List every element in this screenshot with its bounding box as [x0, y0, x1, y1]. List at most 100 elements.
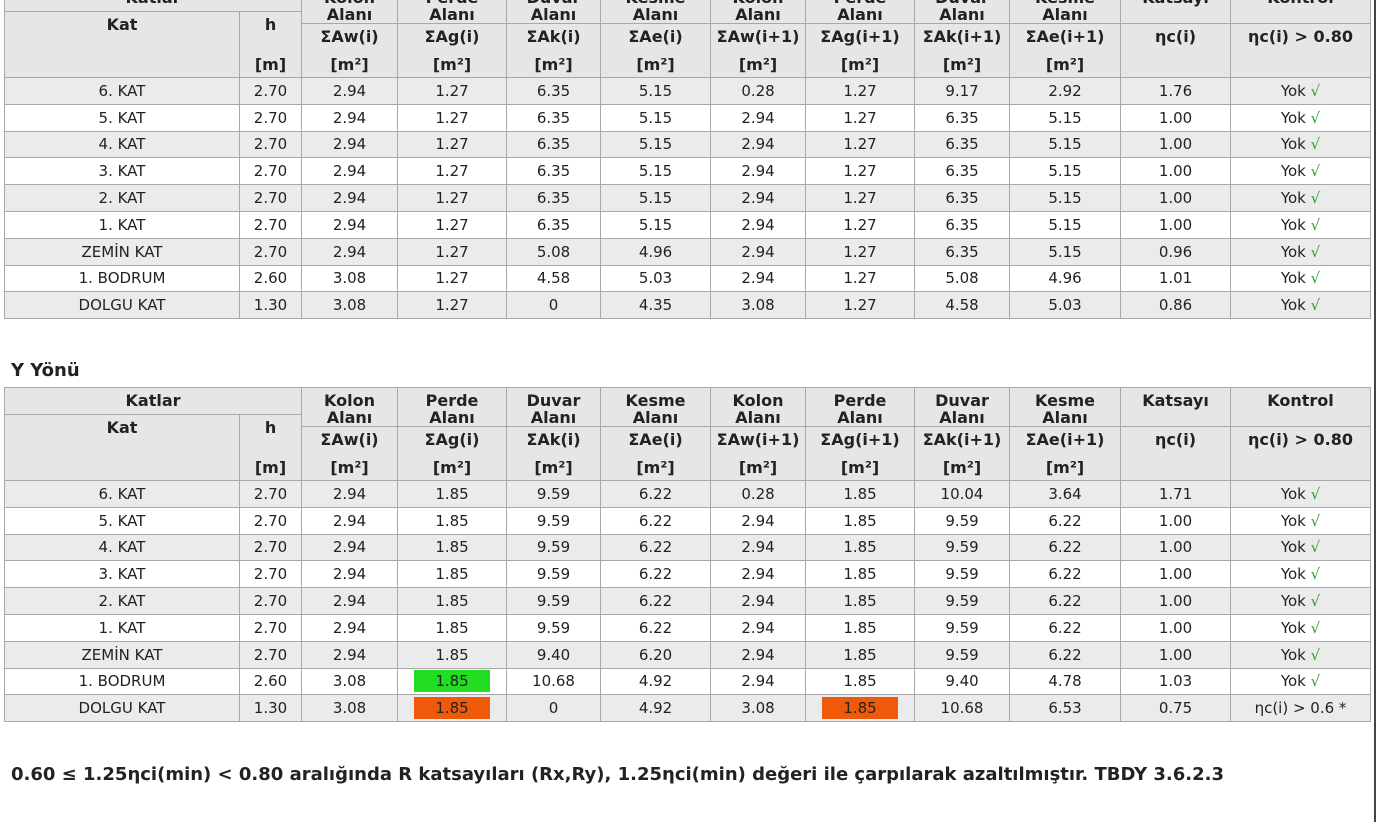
data-row: ZEMİN KAT 2.70 2.94 1.27 5.08 4.96 2.94 1.27 6.3…	[4, 237, 1372, 266]
cell: 2.94	[301, 157, 399, 186]
column-unit: [m²]	[301, 453, 399, 481]
cell: 2.94	[301, 613, 399, 642]
check-mark: √	[1310, 108, 1321, 127]
kontrol-cell: Yok √	[1230, 157, 1372, 186]
column-unit: [m²]	[1009, 50, 1122, 78]
data-row: 6. KAT 2.70 2.94 1.85 9.59 6.22 0.28 1.85 10.04 3…	[4, 480, 1372, 508]
check-mark: √	[1310, 565, 1321, 584]
kontrol-text: Yok	[1280, 511, 1306, 530]
data-row: ZEMİN KAT 2.70 2.94 1.85 9.40 6.20 2.94 1.85 9.5…	[4, 640, 1372, 669]
cell: 9.17	[914, 77, 1011, 105]
column-symbol: ΣAg(i)	[397, 23, 508, 51]
floor-name: ZEMİN KAT	[4, 640, 240, 669]
kontrol-cell: Yok √	[1230, 130, 1372, 159]
cell: 2.70	[238, 506, 303, 535]
cell: 0.28	[710, 480, 807, 508]
data-row: 1. KAT 2.70 2.94 1.85 9.59 6.22 2.94 1.85 9.59 6.…	[4, 613, 1372, 642]
cell: 2.94	[710, 587, 807, 615]
cell: 6.22	[600, 506, 712, 535]
column-header: Perde Alanı	[397, 0, 508, 24]
column-header: Duvar Alanı	[914, 0, 1011, 24]
cell: 6.53	[1009, 694, 1122, 723]
cell: 2.94	[301, 130, 399, 159]
cell: 3.08	[301, 694, 399, 723]
cell: 1.27	[805, 77, 916, 105]
header-row: [m] [m²] [m²] [m²] [m²] [m²] [m²] [m²] [m²]	[5, 50, 1371, 78]
cell: 2.94	[301, 184, 399, 212]
column-symbol: ΣAe(i)	[600, 426, 712, 454]
cell: 2.94	[710, 184, 807, 212]
cell: 1.85	[397, 587, 508, 615]
kontrol-text: Yok	[1280, 645, 1306, 664]
cell: 6.22	[600, 480, 712, 508]
cell: 2.94	[301, 587, 399, 615]
check-mark: √	[1310, 618, 1321, 637]
cell: 9.59	[506, 560, 602, 589]
column-header: Kolon Alanı	[301, 387, 399, 427]
cell: 1.71	[1120, 480, 1232, 508]
kontrol-text: Yok	[1280, 189, 1306, 208]
cell: 2.94	[710, 667, 807, 696]
cell: 1.30	[238, 694, 303, 723]
data-row: DOLGU KAT 1.30 3.08 1.85 0 4.92 3.08 1.85 10.68 6…	[4, 694, 1372, 723]
cell: 6.35	[506, 184, 602, 212]
data-row: 4. KAT 2.70 2.94 1.27 6.35 5.15 2.94 1.27 6.35 5.…	[4, 130, 1372, 159]
cell: 2.94	[710, 264, 807, 293]
cell: 1.00	[1120, 640, 1232, 669]
cell: 0.96	[1120, 237, 1232, 266]
data-row: 3. KAT 2.70 2.94 1.27 6.35 5.15 2.94 1.27 6.35 5.…	[4, 157, 1372, 186]
column-unit: [m²]	[710, 453, 807, 481]
cell: 1.85	[805, 587, 916, 615]
kontrol-text: Yok	[1280, 269, 1306, 288]
highlighted-value: 1.85	[822, 697, 899, 720]
column-symbol: ΣAk(i)	[506, 426, 602, 454]
column-unit: [m²]	[710, 50, 807, 78]
cell: 2.60	[238, 667, 303, 696]
data-row: 1. KAT 2.70 2.94 1.27 6.35 5.15 2.94 1.27 6.35 5.…	[4, 210, 1372, 239]
floor-name: 6. KAT	[4, 480, 240, 508]
group-header: Katlar	[3, 387, 303, 415]
cell: 1.00	[1120, 533, 1232, 562]
floor-name: 5. KAT	[4, 506, 240, 535]
floor-name: 5. KAT	[4, 103, 240, 132]
cell: 1.00	[1120, 506, 1232, 535]
cell: 9.59	[914, 640, 1011, 669]
floor-name: DOLGU KAT	[4, 291, 240, 320]
kontrol-text: Yok	[1280, 108, 1306, 127]
cell: 3.08	[710, 694, 807, 723]
data-row: 5. KAT 2.70 2.94 1.85 9.59 6.22 2.94 1.85 9.59 6.…	[4, 506, 1372, 535]
column-header: Duvar Alanı	[914, 387, 1011, 427]
check-mark: √	[1310, 269, 1321, 288]
column-header: Kolon Alanı	[710, 387, 807, 427]
cell: 1.85	[397, 694, 508, 723]
cell: 3.64	[1009, 480, 1122, 508]
cell: 5.15	[1009, 130, 1122, 159]
cell: 1.85	[805, 667, 916, 696]
check-mark: √	[1310, 538, 1321, 557]
cell: 2.60	[238, 264, 303, 293]
kontrol-text: Yok	[1280, 538, 1306, 557]
column-header: Kolon Alanı	[710, 0, 807, 24]
cell: 2.70	[238, 237, 303, 266]
cell: 1.03	[1120, 667, 1232, 696]
cell: 2.94	[710, 237, 807, 266]
cell: 6.35	[914, 103, 1011, 132]
kontrol-cell: Yok √	[1230, 587, 1372, 615]
cell: 1.27	[805, 291, 916, 320]
kontrol-cell: Yok √	[1230, 533, 1372, 562]
cell: 0.86	[1120, 291, 1232, 320]
cell: 1.00	[1120, 157, 1232, 186]
floor-name: 4. KAT	[4, 130, 240, 159]
cell: 6.35	[914, 237, 1011, 266]
floor-name: 6. KAT	[4, 77, 240, 105]
kat-header: Kat	[4, 11, 240, 78]
column-unit: [m²]	[600, 50, 712, 78]
kontrol-cell: Yok √	[1230, 291, 1372, 320]
floor-name: 2. KAT	[4, 184, 240, 212]
cell: 1.27	[805, 184, 916, 212]
kontrol-cell: Yok √	[1230, 103, 1372, 132]
cell: 5.15	[1009, 103, 1122, 132]
cell: 1.27	[397, 184, 508, 212]
cell: 2.70	[238, 210, 303, 239]
